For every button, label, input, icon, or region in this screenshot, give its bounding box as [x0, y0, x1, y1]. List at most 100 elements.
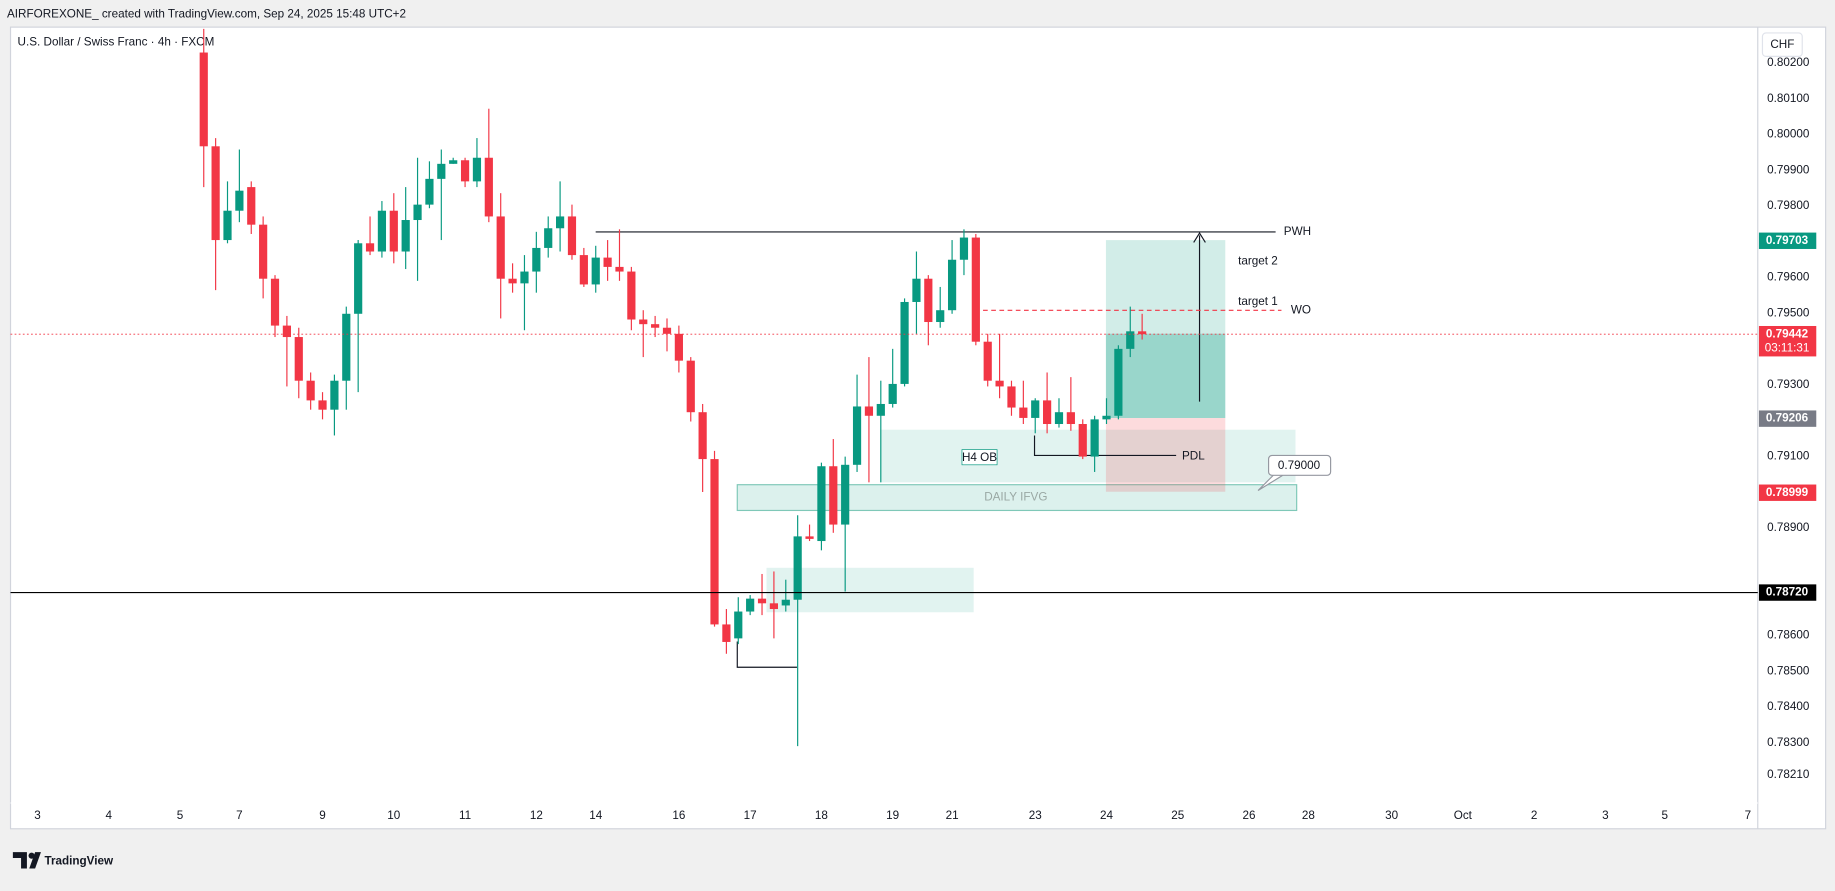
candle-body	[330, 380, 339, 410]
candle-body	[365, 243, 375, 252]
price-marker-label: 0.79206	[1766, 412, 1809, 425]
currency-box	[1761, 32, 1803, 57]
candle-body	[460, 160, 470, 182]
chart-panel	[9, 26, 1827, 830]
candle-body	[793, 536, 802, 600]
candle-body	[1078, 424, 1087, 457]
candle-body	[425, 178, 434, 205]
x-tick-label: 5	[177, 809, 184, 822]
candle-body	[651, 324, 660, 328]
candle-body	[437, 163, 446, 179]
candle-body	[936, 310, 945, 323]
candle-body	[235, 190, 244, 211]
candle-body	[449, 160, 458, 164]
drawings: DAILY IFVG PWH target 2 target 1 WO H4 O…	[595, 225, 1332, 668]
candle-body	[971, 237, 980, 342]
x-tick-label: 17	[744, 809, 757, 822]
candle-body	[1007, 386, 1016, 408]
candle-body	[603, 257, 612, 267]
price-countdown: 03:11:31	[1765, 341, 1810, 354]
low-line	[736, 641, 797, 668]
candle-body	[852, 406, 862, 465]
x-tick-label: 9	[319, 809, 326, 822]
target-1-label: target 1	[1238, 295, 1278, 308]
x-tick-label: 10	[387, 809, 401, 822]
candle-body	[841, 464, 850, 525]
x-tick-label: 28	[1302, 809, 1315, 822]
candle-body	[270, 278, 280, 326]
candle-body	[686, 360, 695, 413]
candle-body	[496, 216, 505, 279]
h4-ob-tag	[961, 449, 998, 466]
candle-body	[579, 255, 588, 285]
candle-body	[1019, 407, 1028, 418]
price-marker	[1758, 484, 1817, 501]
candle-body	[983, 341, 992, 381]
candle-body	[746, 598, 755, 612]
chart-title: U.S. Dollar / Swiss Franc · 4h · FXCM	[18, 35, 215, 48]
candle-body	[1114, 348, 1123, 416]
x-tick-label: Oct	[1454, 809, 1473, 822]
h4-ob-label: H4 OB	[962, 451, 997, 464]
price-marker	[1758, 584, 1817, 601]
price-marker	[1758, 232, 1817, 249]
candle-body	[627, 271, 636, 320]
candle-body	[377, 210, 387, 252]
candle-body	[864, 406, 874, 416]
target-filled	[1105, 333, 1226, 418]
y-tick-label: 0.79800	[1767, 199, 1810, 212]
candle-body	[1138, 331, 1147, 335]
y-tick-label: 0.80100	[1767, 92, 1810, 105]
y-tick-label: 0.78900	[1767, 521, 1810, 534]
header-text: AIRFOREXONE_ created with TradingView.co…	[7, 7, 406, 20]
candle-body	[995, 380, 1004, 387]
x-tick-label: 26	[1243, 809, 1256, 822]
candle-body	[722, 624, 731, 642]
candle-body	[484, 157, 493, 217]
brand-name: TradingView	[44, 855, 114, 868]
y-tick-label: 0.79300	[1767, 378, 1810, 391]
x-tick-label: 19	[886, 809, 899, 822]
candle-body	[532, 247, 541, 272]
candle-body	[757, 598, 767, 604]
x-tick-label: 4	[105, 809, 112, 822]
target-zone	[1105, 240, 1226, 418]
candle-body	[199, 52, 208, 147]
pdl-label: PDL	[1182, 450, 1205, 463]
candle-body	[1031, 400, 1040, 418]
candle-body	[259, 224, 268, 279]
y-tick-label: 0.80000	[1767, 128, 1810, 141]
x-tick-label: 23	[1029, 809, 1042, 822]
candle-body	[959, 237, 969, 260]
candle-body	[876, 403, 885, 416]
callout-label: 0.79000	[1278, 459, 1321, 472]
candle-body	[781, 599, 790, 606]
price-marker	[1758, 325, 1817, 357]
y-tick-label: 0.78210	[1767, 768, 1810, 781]
x-tick-label: 18	[815, 809, 828, 822]
x-tick-label: 14	[589, 809, 603, 822]
candle-body	[947, 259, 957, 311]
x-tick-label: 25	[1171, 809, 1185, 822]
candle-body	[306, 380, 315, 401]
y-tick-label: 0.80200	[1767, 56, 1810, 69]
currency-label: CHF	[1770, 38, 1794, 51]
x-tick-label: 12	[530, 809, 543, 822]
candle-body	[567, 216, 577, 256]
target-2-label: target 2	[1238, 254, 1278, 267]
x-tick-label: 11	[459, 809, 471, 822]
candle-body	[282, 325, 291, 338]
candle-body	[1054, 412, 1064, 425]
candle-body	[294, 337, 303, 381]
y-tick-label: 0.78400	[1767, 700, 1810, 713]
price-marker-label: 0.79703	[1766, 234, 1809, 247]
candle-body	[674, 333, 683, 361]
daily-ifvg-label: DAILY IFVG	[984, 491, 1047, 504]
candle-body	[912, 278, 921, 302]
price-marker-label: 0.78720	[1766, 586, 1809, 599]
price-marker-label: 0.79442	[1766, 327, 1809, 340]
x-tick-label: 16	[672, 809, 685, 822]
candle-body	[888, 383, 897, 404]
y-tick-label: 0.78300	[1767, 736, 1810, 749]
